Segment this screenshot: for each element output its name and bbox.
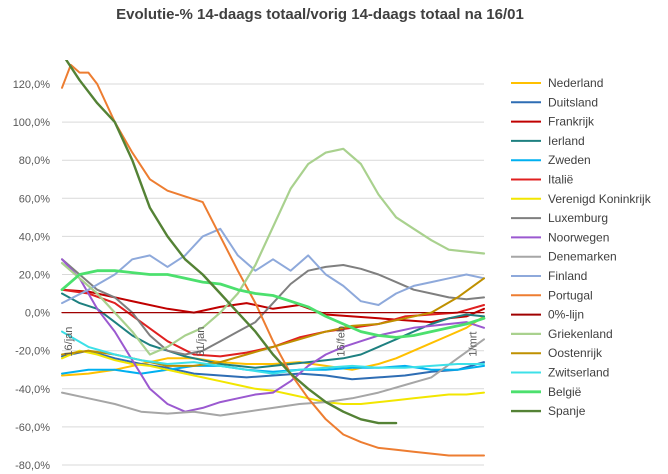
legend-item: Zwitserland [511, 366, 609, 380]
series-line [60, 147, 486, 356]
x-tick-label: 1/mrt [467, 332, 479, 357]
y-tick-label: 40,0% [19, 231, 50, 243]
legend-item: Frankrijk [511, 115, 595, 129]
legend-label: Verenigd Koninkrijk [548, 192, 652, 206]
legend-item: Noorwegen [511, 230, 609, 244]
y-tick-label: 80,0% [19, 155, 50, 167]
legend-item: België [511, 385, 582, 399]
legend-label: Zwitserland [548, 366, 609, 380]
legend-item: Griekenland [511, 327, 613, 341]
y-tick-label: -60,0% [15, 422, 50, 434]
legend-label: België [548, 385, 582, 399]
legend-label: Spanje [548, 404, 586, 418]
x-tick-label: 16/jan [63, 327, 75, 357]
legend-item: Duitsland [511, 95, 598, 109]
legend-label: Duitsland [548, 95, 598, 109]
legend-item: Spanje [511, 404, 586, 418]
series-line [60, 269, 486, 339]
legend-item: Luxemburg [511, 211, 608, 225]
legend-label: Ierland [548, 134, 585, 148]
legend-item: Oostenrijk [511, 346, 603, 360]
legend-label: Nederland [548, 76, 603, 90]
legend-label: Frankrijk [548, 115, 595, 129]
series-line [61, 338, 485, 417]
y-tick-label: 100,0% [13, 117, 51, 129]
legend-item: 0%-lijn [511, 308, 584, 322]
legend-label: Portugal [548, 288, 593, 302]
legend-label: Luxemburg [548, 211, 608, 225]
y-tick-label: -40,0% [15, 384, 50, 396]
series-line [61, 330, 485, 375]
x-tick-label: 16/feb [336, 326, 348, 357]
legend-label: Denemarken [548, 250, 617, 264]
legend-item: Denemarken [511, 250, 617, 264]
x-tick-label: 31/jan [195, 327, 207, 357]
legend-item: Zweden [511, 153, 591, 167]
legend-label: Zweden [548, 153, 591, 167]
y-tick-label: 120,0% [13, 79, 51, 91]
series-line [61, 288, 485, 324]
legend-item: Verenigd Koninkrijk [511, 192, 652, 206]
y-tick-label: 20,0% [19, 270, 50, 282]
legend-item: Finland [511, 269, 587, 283]
legend-label: Finland [548, 269, 587, 283]
y-tick-label: 0,0% [25, 308, 50, 320]
legend-label: Noorwegen [548, 230, 609, 244]
series-line [64, 60, 398, 425]
y-tick-label: -80,0% [15, 460, 50, 472]
legend-label: Griekenland [548, 327, 613, 341]
legend-item: Italië [511, 173, 574, 187]
legend-item: Ierland [511, 134, 585, 148]
legend-item: Portugal [511, 288, 593, 302]
series-line [61, 227, 485, 306]
chart-title: Evolutie-% 14-daags totaal/vorig 14-daag… [116, 6, 524, 23]
series-line [61, 292, 485, 369]
legend-item: Nederland [511, 76, 603, 90]
legend-label: Italië [548, 173, 574, 187]
y-tick-label: -20,0% [15, 346, 50, 358]
series-line [61, 258, 485, 413]
y-tick-label: 60,0% [19, 193, 50, 205]
series-line [61, 63, 485, 457]
series-line [61, 349, 485, 405]
legend-label: Oostenrijk [548, 346, 603, 360]
legend-label: 0%-lijn [548, 308, 584, 322]
